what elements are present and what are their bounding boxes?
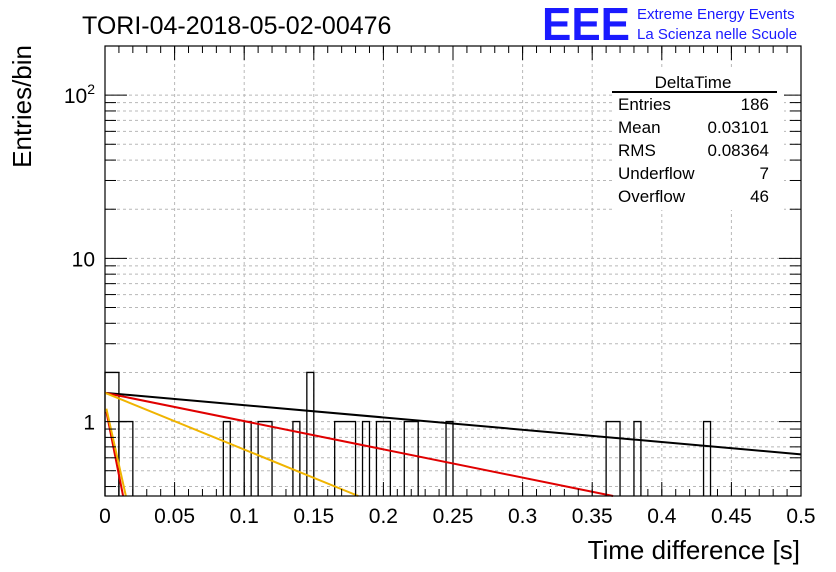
x-tick-labels: 0 0.05 0.1 0.15 0.2 0.25 0.3 0.35 0.4 0.45 0.5 — [99, 505, 815, 528]
histogram-bin — [445, 420, 454, 496]
eee-logo-letters: EEE — [542, 0, 630, 50]
y-tick-label: 1 — [83, 412, 95, 435]
x-tick-label: 0.3 — [508, 505, 537, 528]
histogram-bin — [702, 420, 712, 496]
eee-logo-line1: Extreme Energy Events — [637, 6, 795, 23]
fit-curve — [104, 391, 802, 456]
stats-title: DeltaTime — [655, 73, 732, 92]
fit-curve — [104, 391, 614, 497]
histogram-bin — [633, 420, 642, 496]
histogram-bin — [257, 420, 273, 496]
stats-box: DeltaTime Entries 186 Mean 0.03101 RMS 0.0836… — [612, 70, 784, 210]
stats-row-value: 46 — [750, 187, 769, 206]
stats-row-value: 0.03101 — [708, 118, 769, 137]
x-tick-label: 0.5 — [786, 505, 815, 528]
x-tick-label: 0.25 — [433, 505, 474, 528]
histogram-bin — [361, 420, 371, 496]
histogram-bin — [222, 420, 231, 496]
stats-rows: Entries 186 Mean 0.03101 RMS 0.08364 Underflow… — [618, 95, 769, 206]
x-axis-title: Time difference [s] — [588, 535, 800, 565]
x-tick-label: 0.05 — [154, 505, 195, 528]
x-tick-label: 0.4 — [647, 505, 677, 528]
eee-logo: EEE Extreme Energy Events La Scienza nel… — [542, 0, 797, 50]
x-tick-label: 0.1 — [230, 505, 259, 528]
run-title: TORI-04-2018-05-02-00476 — [82, 12, 391, 40]
stats-row-label: RMS — [618, 141, 656, 160]
stats-row-value: 7 — [760, 164, 769, 183]
fit-curves — [104, 391, 802, 497]
stats-row-label: Mean — [618, 118, 661, 137]
x-tick-label: 0.35 — [572, 505, 613, 528]
histogram-bin — [334, 420, 357, 496]
histogram-bin — [375, 420, 392, 496]
y-tick-label-exponent: 2 — [87, 81, 95, 97]
x-tick-label: 0 — [99, 505, 111, 528]
y-tick-label: 102 — [64, 81, 95, 108]
fit-curve — [105, 411, 125, 497]
fit-curve — [104, 391, 359, 497]
stats-row-value: 186 — [741, 95, 769, 114]
stats-row-value: 0.08364 — [708, 141, 769, 160]
x-tick-label: 0.15 — [293, 505, 334, 528]
x-tick-label: 0.2 — [369, 505, 398, 528]
histogram-bin — [292, 420, 301, 496]
y-axis-title: Entries/bin — [7, 45, 37, 168]
stats-row-label: Underflow — [618, 164, 695, 183]
histogram-bin — [403, 420, 419, 496]
fit-curve — [105, 408, 127, 497]
stats-row-label: Overflow — [618, 187, 686, 206]
eee-logo-line2: La Scienza nelle Scuole — [637, 26, 797, 43]
stats-row-label: Entries — [618, 95, 671, 114]
stats-box-background — [612, 70, 784, 210]
y-tick-label-base: 10 — [64, 85, 87, 108]
histogram-bin — [605, 420, 621, 496]
x-tick-label: 0.45 — [711, 505, 752, 528]
y-tick-label: 10 — [72, 248, 95, 271]
